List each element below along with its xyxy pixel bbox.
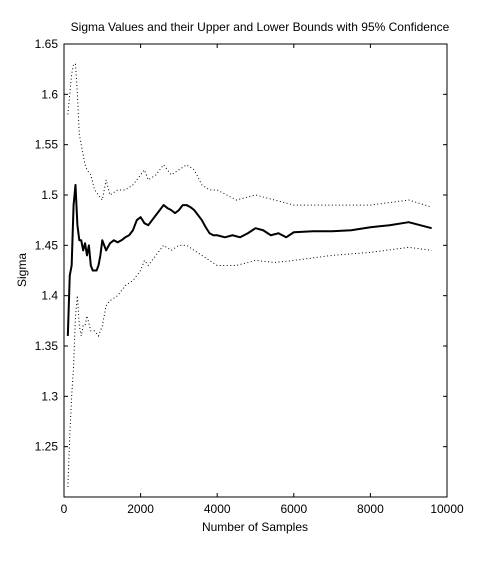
y-tick-label: 1.4 bbox=[41, 289, 58, 303]
y-axis-label: Sigma bbox=[15, 253, 29, 287]
sigma-line bbox=[66, 183, 432, 336]
y-tick-label: 1.55 bbox=[35, 138, 59, 152]
x-tick-label: 2000 bbox=[127, 502, 154, 516]
axis-ticks: 0 2000 4000 6000 8000 10000 1.25 1.3 1.35 1.4 1.45… bbox=[35, 37, 464, 516]
y-tick-label: 1.5 bbox=[41, 188, 58, 202]
x-axis-label: Number of Samples bbox=[202, 520, 308, 534]
series-layer bbox=[66, 63, 432, 487]
x-tick-label: 8000 bbox=[357, 502, 384, 516]
y-tick-label: 1.65 bbox=[35, 37, 59, 51]
plot-area-frame bbox=[63, 43, 448, 498]
x-tick-label: 4000 bbox=[204, 502, 231, 516]
y-tick-label: 1.45 bbox=[35, 238, 59, 252]
x-tick-label: 10000 bbox=[430, 502, 464, 516]
y-tick-label: 1.6 bbox=[41, 87, 58, 101]
y-tick-label: 1.35 bbox=[35, 339, 59, 353]
y-tick-label: 1.25 bbox=[35, 440, 59, 454]
y-tick-label: 1.3 bbox=[41, 389, 58, 403]
x-tick-label: 0 bbox=[61, 502, 68, 516]
x-tick-label: 6000 bbox=[280, 502, 307, 516]
chart-title: Sigma Values and their Upper and Lower B… bbox=[71, 20, 450, 34]
